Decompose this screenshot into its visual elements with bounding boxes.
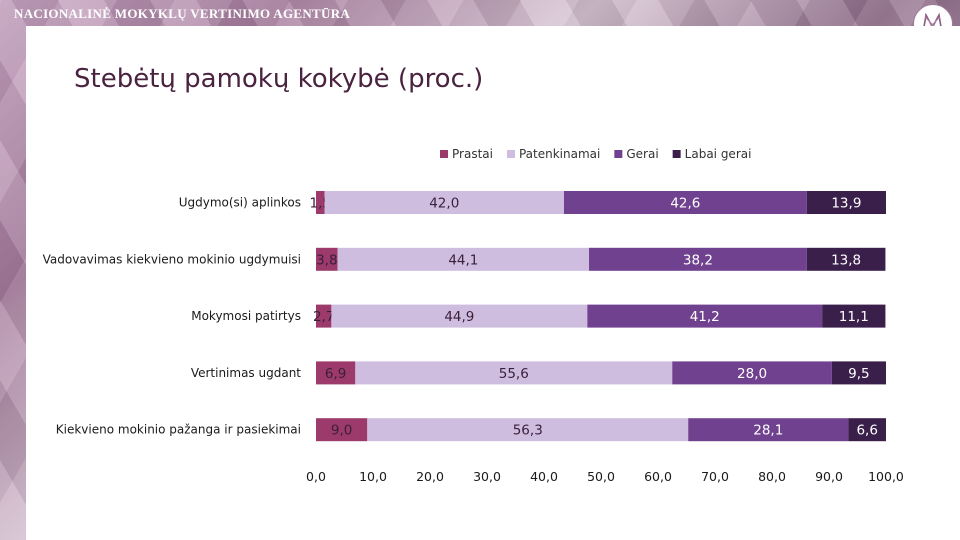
x-tick-label: 0,0 [306, 469, 326, 484]
bar-segment [337, 247, 590, 271]
bar-segment [316, 418, 368, 442]
x-tick-label: 20,0 [416, 469, 444, 484]
data-label: 44,9 [444, 309, 474, 325]
bar-segment [367, 418, 689, 442]
data-label: 2,7 [313, 309, 334, 325]
bar-segment [589, 247, 807, 271]
category-label: Vadovavimas kiekvieno mokinio ugdymuisi [43, 252, 301, 266]
legend-item: Gerai [614, 147, 659, 161]
data-label: 6,6 [856, 423, 877, 439]
bar-segment [822, 304, 886, 328]
legend-swatch [614, 150, 623, 158]
x-tick-label: 40,0 [530, 469, 558, 484]
data-label: 13,8 [831, 252, 861, 268]
data-label: 56,3 [513, 423, 543, 439]
x-tick-label: 60,0 [644, 469, 672, 484]
bar-segment [848, 418, 886, 442]
x-tick-label: 50,0 [587, 469, 615, 484]
category-label: Vertinimas ugdant [191, 366, 301, 380]
data-label: 42,0 [429, 196, 459, 212]
data-label: 3,8 [316, 252, 337, 268]
legend-item: Patenkinamai [506, 147, 600, 161]
legend-swatch [506, 150, 515, 158]
data-label: 55,6 [499, 366, 529, 382]
x-tick-label: 80,0 [758, 469, 786, 484]
legend-swatch [440, 150, 448, 158]
x-tick-label: 10,0 [359, 469, 387, 484]
data-label: 42,6 [670, 196, 700, 212]
x-tick-label: 90,0 [815, 469, 843, 484]
category-label: Mokymosi patirtys [191, 309, 301, 323]
bar-segment [831, 361, 886, 385]
bar-segment [316, 361, 356, 385]
bar-segment [587, 304, 823, 328]
bar-segment [563, 191, 807, 214]
data-label: 28,0 [737, 366, 767, 382]
legend-item: Prastai [440, 147, 493, 161]
data-label: 11,1 [839, 309, 869, 325]
page-title: Stebėtų pamokų kokybė (proc.) [74, 64, 484, 94]
bar-segment [672, 361, 832, 385]
bar-segment [324, 191, 564, 214]
x-tick-label: 100,0 [868, 469, 904, 484]
agency-name: NACIONALINĖ MOKYKLŲ VERTINIMO AGENTŪRA [14, 6, 351, 21]
legend-swatch [672, 150, 681, 158]
bar-segment [316, 191, 325, 214]
data-label: 28,1 [753, 423, 783, 439]
category-label: Ugdymo(si) aplinkos [179, 196, 301, 210]
category-label: Kiekvieno mokinio pažanga ir pasiekimai [56, 423, 301, 437]
data-label: 41,2 [690, 309, 720, 325]
data-label: 6,9 [325, 366, 346, 382]
data-label: 44,1 [448, 252, 478, 268]
data-label: 9,5 [848, 366, 869, 382]
legend-item: Labai gerai [672, 147, 752, 161]
data-label: 38,2 [683, 252, 713, 268]
bar-segment [316, 247, 338, 271]
legend-label: Prastai [452, 147, 493, 161]
bar-segment [688, 418, 849, 442]
bar-segment [331, 304, 588, 328]
data-label: 9,0 [331, 423, 352, 439]
x-tick-label: 30,0 [473, 469, 501, 484]
bar-segment [806, 247, 886, 271]
content-panel [26, 26, 960, 540]
bar-segment [316, 304, 332, 328]
bar-segment [355, 361, 673, 385]
chart-legend: Prastai Patenkinamai Gerai Labai gerai [440, 147, 751, 161]
legend-label: Gerai [626, 147, 658, 161]
data-label: 13,9 [831, 196, 861, 212]
legend-label: Labai gerai [685, 147, 752, 161]
legend-label: Patenkinamai [519, 147, 600, 161]
bar-segment [806, 191, 886, 214]
x-tick-label: 70,0 [701, 469, 729, 484]
